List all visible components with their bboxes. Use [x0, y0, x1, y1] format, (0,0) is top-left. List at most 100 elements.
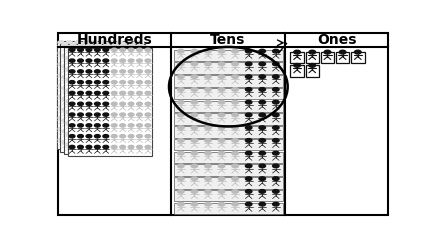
Circle shape	[145, 124, 151, 127]
Circle shape	[66, 84, 72, 87]
Circle shape	[129, 87, 135, 90]
Circle shape	[204, 62, 211, 66]
Circle shape	[58, 41, 64, 44]
Circle shape	[134, 138, 139, 141]
Circle shape	[82, 89, 88, 92]
Circle shape	[82, 143, 88, 146]
Circle shape	[231, 202, 238, 206]
Circle shape	[116, 110, 122, 114]
Circle shape	[231, 75, 238, 78]
Circle shape	[177, 126, 184, 129]
Circle shape	[74, 143, 79, 146]
Circle shape	[129, 54, 135, 57]
Circle shape	[94, 113, 100, 116]
Circle shape	[103, 102, 108, 106]
Circle shape	[79, 43, 84, 46]
Circle shape	[145, 59, 151, 62]
Circle shape	[87, 108, 92, 111]
Circle shape	[108, 84, 114, 87]
Circle shape	[104, 119, 109, 122]
Circle shape	[116, 67, 122, 71]
Circle shape	[103, 113, 108, 116]
Circle shape	[91, 143, 96, 146]
Circle shape	[66, 73, 72, 77]
Circle shape	[129, 130, 135, 133]
Circle shape	[62, 97, 67, 101]
Circle shape	[107, 121, 113, 124]
Circle shape	[70, 119, 76, 122]
Circle shape	[91, 132, 96, 135]
Circle shape	[231, 126, 238, 129]
Circle shape	[83, 52, 89, 55]
Circle shape	[70, 87, 76, 90]
Circle shape	[66, 121, 71, 124]
Circle shape	[82, 46, 88, 49]
Circle shape	[74, 78, 79, 81]
Circle shape	[272, 177, 279, 181]
Circle shape	[308, 63, 315, 67]
Circle shape	[100, 62, 106, 66]
Circle shape	[354, 50, 360, 54]
Circle shape	[112, 43, 118, 46]
Circle shape	[177, 164, 184, 168]
Circle shape	[177, 88, 184, 91]
Circle shape	[124, 132, 130, 135]
Circle shape	[77, 145, 83, 149]
Circle shape	[70, 65, 76, 68]
Circle shape	[107, 57, 113, 60]
Circle shape	[129, 65, 135, 68]
Circle shape	[103, 135, 108, 138]
Circle shape	[128, 135, 134, 138]
Circle shape	[94, 59, 100, 62]
Circle shape	[121, 76, 126, 79]
Circle shape	[91, 57, 96, 60]
Circle shape	[272, 190, 279, 193]
Circle shape	[92, 95, 97, 98]
Circle shape	[258, 151, 265, 155]
Circle shape	[128, 113, 134, 116]
Circle shape	[75, 73, 80, 77]
Text: Ones: Ones	[316, 33, 355, 47]
Circle shape	[272, 49, 279, 53]
Circle shape	[66, 41, 72, 44]
Text: Tens: Tens	[210, 33, 245, 47]
Circle shape	[69, 102, 75, 106]
Circle shape	[119, 59, 125, 62]
Circle shape	[77, 102, 83, 106]
Circle shape	[231, 151, 238, 155]
Circle shape	[218, 190, 224, 193]
Circle shape	[86, 102, 92, 106]
Circle shape	[111, 113, 117, 116]
Circle shape	[272, 75, 279, 78]
Circle shape	[103, 81, 108, 84]
Circle shape	[104, 54, 109, 57]
Bar	[68, 48, 152, 156]
Bar	[64, 46, 148, 154]
Circle shape	[86, 48, 92, 51]
Circle shape	[129, 43, 135, 46]
Circle shape	[129, 119, 135, 122]
Circle shape	[231, 62, 238, 66]
Circle shape	[125, 116, 131, 120]
Bar	[56, 41, 141, 149]
Circle shape	[87, 97, 92, 101]
Circle shape	[177, 190, 184, 193]
Circle shape	[133, 100, 138, 103]
Circle shape	[121, 65, 126, 68]
Circle shape	[112, 108, 118, 111]
Circle shape	[128, 92, 134, 95]
Circle shape	[104, 140, 109, 144]
Bar	[174, 165, 282, 176]
Circle shape	[218, 49, 224, 53]
Circle shape	[103, 59, 108, 62]
Circle shape	[218, 151, 224, 155]
Circle shape	[92, 116, 97, 120]
Circle shape	[191, 88, 197, 91]
Circle shape	[245, 190, 251, 193]
Bar	[305, 52, 318, 63]
Circle shape	[124, 89, 130, 92]
Circle shape	[104, 97, 109, 101]
Bar	[174, 75, 282, 87]
Circle shape	[111, 70, 117, 73]
Circle shape	[99, 67, 105, 71]
